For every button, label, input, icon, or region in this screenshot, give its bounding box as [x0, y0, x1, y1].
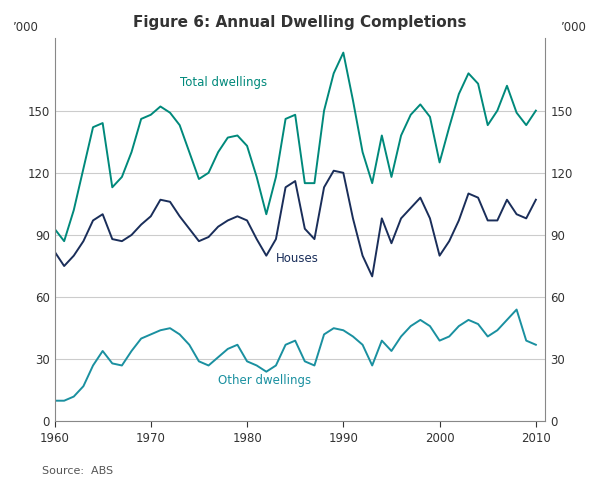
- Text: Total dwellings: Total dwellings: [179, 76, 267, 89]
- Text: ’000: ’000: [562, 21, 587, 34]
- Text: Other dwellings: Other dwellings: [218, 374, 311, 387]
- Title: Figure 6: Annual Dwelling Completions: Figure 6: Annual Dwelling Completions: [133, 15, 467, 30]
- Text: ’000: ’000: [13, 21, 38, 34]
- Text: Houses: Houses: [276, 252, 319, 265]
- Text: Source:  ABS: Source: ABS: [42, 466, 113, 476]
